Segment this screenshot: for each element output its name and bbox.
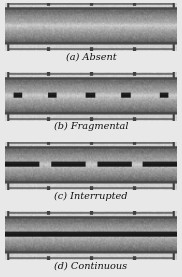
Text: (b) Fragmental: (b) Fragmental: [54, 122, 128, 131]
Text: (d) Continuous: (d) Continuous: [54, 261, 128, 270]
Text: (c) Interrupted: (c) Interrupted: [54, 192, 128, 201]
Text: (a) Absent: (a) Absent: [66, 53, 116, 62]
